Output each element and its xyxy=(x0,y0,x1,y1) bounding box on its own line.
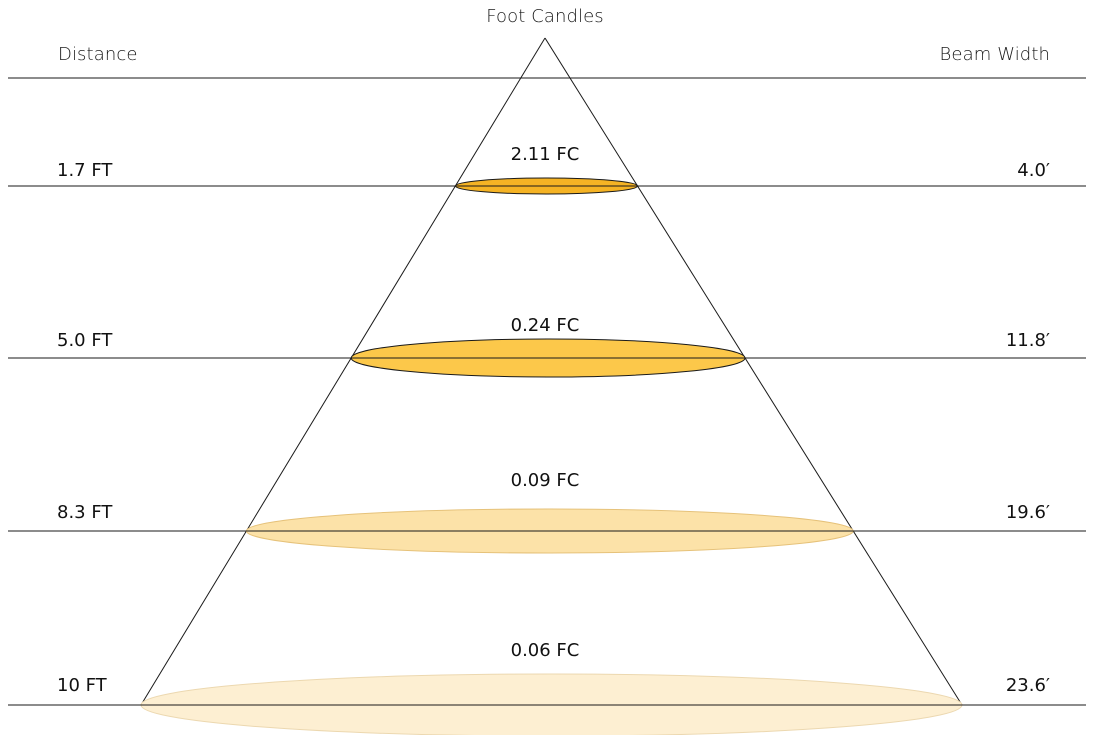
distance-label: 5.0 FT xyxy=(57,330,113,351)
beam-width-header: Beam Width xyxy=(939,44,1050,65)
distance-label: 1.7 FT xyxy=(57,160,113,181)
beam-width-label: 19.6′ xyxy=(1005,502,1050,523)
distance-header: Distance xyxy=(58,44,138,65)
beam-width-label: 23.6′ xyxy=(1005,675,1050,696)
beam-width-label: 11.8′ xyxy=(1005,330,1050,351)
foot-candles-header: Foot Candles xyxy=(486,6,604,27)
foot-candles-label: 0.24 FC xyxy=(510,315,580,336)
foot-candles-label: 0.06 FC xyxy=(510,640,580,661)
distance-label: 10 FT xyxy=(57,675,107,696)
cone-right-edge xyxy=(544,37,963,706)
beam-width-label: 4.0′ xyxy=(1017,160,1050,181)
foot-candles-label: 0.09 FC xyxy=(510,470,580,491)
foot-candles-label: 2.11 FC xyxy=(510,144,580,165)
cone-left-edge xyxy=(140,37,546,706)
levels-layer xyxy=(8,177,1086,735)
distance-label: 8.3 FT xyxy=(57,502,113,523)
